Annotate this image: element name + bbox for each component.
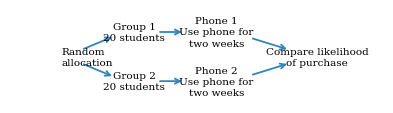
Text: Random
allocation: Random allocation: [61, 47, 113, 67]
Text: Phone 1
Use phone for
two weeks: Phone 1 Use phone for two weeks: [180, 17, 254, 48]
Text: Group 1
20 students: Group 1 20 students: [103, 23, 165, 43]
Text: Group 2
20 students: Group 2 20 students: [103, 71, 165, 91]
Text: Compare likelihood
of purchase: Compare likelihood of purchase: [266, 47, 369, 67]
Text: Phone 2
Use phone for
two weeks: Phone 2 Use phone for two weeks: [180, 66, 254, 97]
